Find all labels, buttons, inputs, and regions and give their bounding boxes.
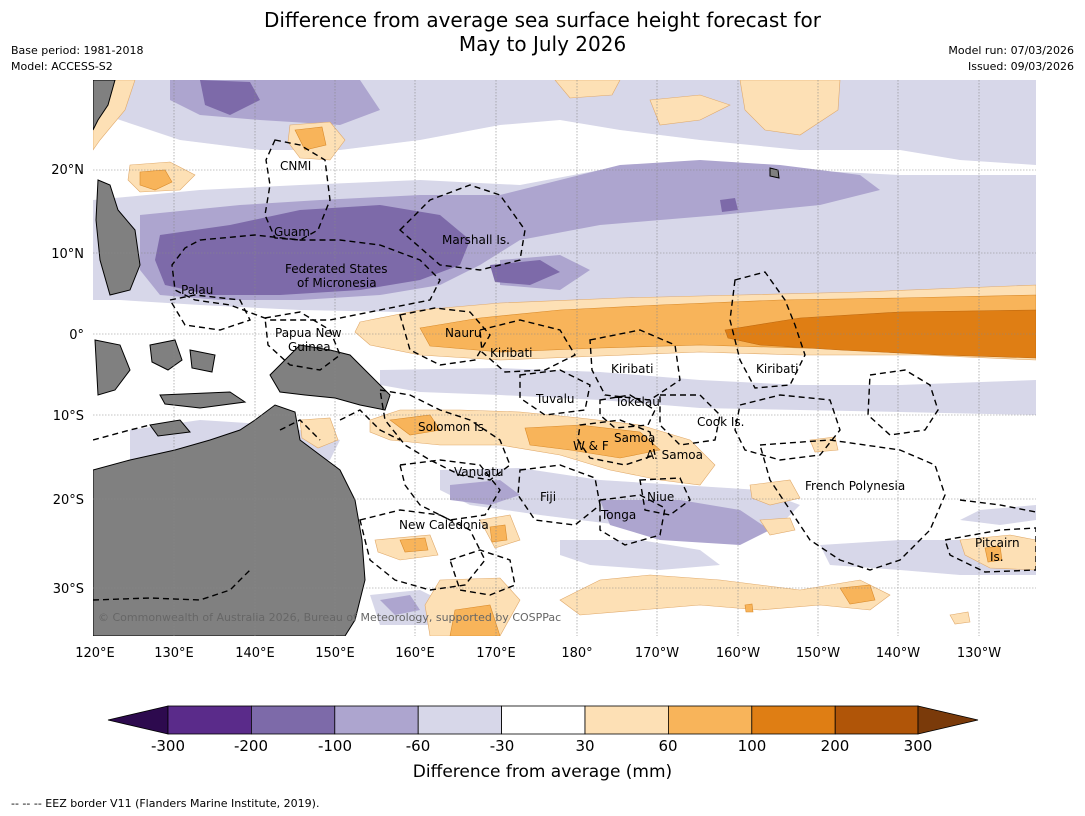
land-masses xyxy=(93,80,780,636)
label-kiribati-east: Kiribati xyxy=(756,362,798,376)
colorbar-tick: 300 xyxy=(904,737,933,755)
colorbar-tick: -100 xyxy=(318,737,352,755)
colorbar-tick: -200 xyxy=(234,737,268,755)
lat-tick: 20°S xyxy=(53,493,84,508)
colorbar-extend-low xyxy=(107,705,169,735)
lon-tick: 130°W xyxy=(957,646,1001,661)
label-png-1: Papua New xyxy=(275,326,342,340)
label-french-polynesia: French Polynesia xyxy=(805,479,905,493)
label-nauru: Nauru xyxy=(445,326,481,340)
label-fiji: Fiji xyxy=(540,490,556,504)
longitude-ticks: 120°E 130°E 140°E 150°E 160°E 170°E 180°… xyxy=(75,646,1001,661)
anomaly-strong-negative xyxy=(155,80,738,295)
label-pitcairn-1: Pitcairn xyxy=(975,536,1020,550)
eez-footnote: -- -- -- EEZ border V11 (Flanders Marine… xyxy=(11,797,320,810)
colorbar-title: Difference from average (mm) xyxy=(412,762,673,782)
colorbar-bin xyxy=(668,705,753,735)
colorbar-bin xyxy=(250,705,336,735)
label-guam: Guam xyxy=(274,225,310,239)
label-cnmi: CNMI xyxy=(280,159,311,173)
label-marshall: Marshall Is. xyxy=(442,233,510,247)
colorbar-extend-high xyxy=(917,705,979,735)
colorbar-bin xyxy=(417,705,503,735)
lat-tick: 10°N xyxy=(51,247,84,262)
label-tuvalu: Tuvalu xyxy=(535,392,575,406)
philippines xyxy=(95,179,141,296)
lon-tick: 140°E xyxy=(235,646,275,661)
base-period: Base period: 1981-2018 xyxy=(11,44,144,57)
label-new-caledonia: New Caledonia xyxy=(399,518,489,532)
colorbar-tick: 100 xyxy=(738,737,767,755)
label-kiribati-west: Kiribati xyxy=(490,346,532,360)
lon-tick: 120°E xyxy=(75,646,115,661)
lon-tick: 130°E xyxy=(154,646,194,661)
indonesia-north xyxy=(94,339,131,396)
copyright-text: © Commonwealth of Australia 2026, Bureau… xyxy=(98,611,561,624)
colorbar-tick: -60 xyxy=(406,737,431,755)
lon-tick: 160°W xyxy=(716,646,760,661)
colorbar-tick: 60 xyxy=(658,737,677,755)
colorbar-bin xyxy=(501,705,586,735)
colorbar: -300 -200 -100 -60 -30 30 60 100 200 300 xyxy=(107,705,979,755)
new-guinea-landmass xyxy=(269,344,391,411)
lon-tick: 160°E xyxy=(395,646,435,661)
label-palau: Palau xyxy=(181,283,213,297)
model-run: Model run: 07/03/2026 xyxy=(948,44,1074,57)
label-samoa: Samoa xyxy=(614,431,655,445)
lon-tick: 170°E xyxy=(476,646,516,661)
title-line-2: May to July 2026 xyxy=(458,32,627,56)
meta-right: Model run: 07/03/2026 Issued: 09/03/2026 xyxy=(948,43,1074,75)
eez-borders xyxy=(93,139,1036,601)
colorbar-tick: 200 xyxy=(821,737,850,755)
colorbar-bin xyxy=(334,705,419,735)
lon-tick: 170°W xyxy=(635,646,679,661)
graticule xyxy=(93,80,1036,636)
lat-tick: 0° xyxy=(69,328,84,343)
region-labels: CNMI Guam Marshall Is. Federated States … xyxy=(181,159,1020,564)
label-png-2: Guinea xyxy=(288,340,331,354)
lat-tick: 30°S xyxy=(53,582,84,597)
lon-tick: 140°W xyxy=(876,646,920,661)
asia-coast xyxy=(93,80,116,131)
label-cook-islands: Cook Is. xyxy=(697,415,744,429)
meta-left: Base period: 1981-2018 Model: ACCESS-S2 xyxy=(11,43,143,75)
label-fsm-2: of Micronesia xyxy=(297,276,377,290)
map-area: © Commonwealth of Australia 2026, Bureau… xyxy=(93,80,1036,636)
chart-title: Difference from average sea surface heig… xyxy=(0,8,1085,56)
label-tokelau: Tokelau xyxy=(614,395,660,409)
label-niue: Niue xyxy=(647,490,674,504)
title-line-1: Difference from average sea surface heig… xyxy=(263,8,822,32)
label-vanuatu: Vanuatu xyxy=(454,465,504,479)
lon-tick: 150°E xyxy=(315,646,355,661)
lat-tick: 10°S xyxy=(53,409,84,424)
model-name: Model: ACCESS-S2 xyxy=(11,60,113,73)
label-kiribati-central: Kiribati xyxy=(611,362,653,376)
lat-tick: 20°N xyxy=(51,163,84,178)
colorbar-bin xyxy=(584,705,669,735)
label-wallis-futuna: W & F xyxy=(573,439,609,453)
issued-date: Issued: 09/03/2026 xyxy=(967,60,1074,73)
label-pitcairn-2: Is. xyxy=(990,550,1004,564)
latitude-ticks: 20°N 10°N 0° 10°S 20°S 30°S xyxy=(51,163,84,597)
hawaii-island xyxy=(769,167,780,179)
colorbar-bin xyxy=(167,705,252,735)
label-solomon-islands: Solomon Is. xyxy=(418,420,488,434)
colorbar-tick: -300 xyxy=(151,737,185,755)
label-tonga: Tonga xyxy=(600,508,636,522)
lon-tick: 150°W xyxy=(796,646,840,661)
label-american-samoa: A. Samoa xyxy=(646,448,703,462)
colorbar-tick: -30 xyxy=(490,737,515,755)
label-fsm-1: Federated States xyxy=(285,262,387,276)
colorbar-tick: 30 xyxy=(575,737,594,755)
colorbar-bin xyxy=(751,705,836,735)
australia-landmass xyxy=(93,404,366,636)
lon-tick: 180° xyxy=(561,646,592,661)
colorbar-bin xyxy=(834,705,919,735)
